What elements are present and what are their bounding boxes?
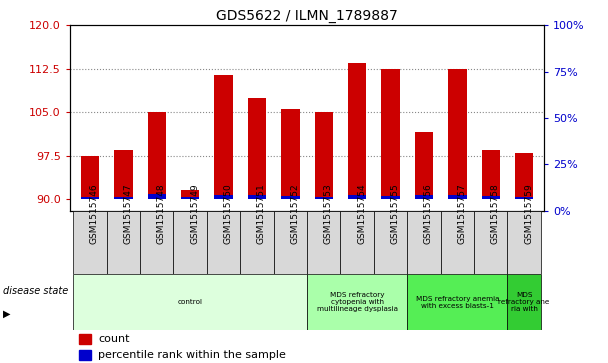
Text: GSM1515753: GSM1515753 [323, 183, 333, 244]
Text: GSM1515756: GSM1515756 [424, 183, 433, 244]
Text: count: count [98, 334, 130, 344]
Bar [448, 69, 466, 199]
Bar [515, 153, 533, 199]
Bar [307, 211, 340, 274]
Bar [148, 194, 166, 199]
Bar [80, 334, 91, 344]
Text: GSM1515746: GSM1515746 [90, 183, 99, 244]
Bar [281, 196, 300, 199]
Bar [215, 74, 233, 199]
Bar [314, 197, 333, 199]
Bar [281, 109, 300, 199]
Text: disease state: disease state [3, 286, 68, 296]
Text: GSM1515749: GSM1515749 [190, 183, 199, 244]
Bar [374, 211, 407, 274]
Bar [81, 156, 99, 199]
Bar [114, 197, 133, 199]
Bar [80, 350, 91, 360]
Bar [482, 196, 500, 199]
Bar [140, 211, 173, 274]
Text: MDS refractory
cytopenia with
multilineage dysplasia: MDS refractory cytopenia with multilinea… [317, 292, 398, 312]
Bar [173, 211, 207, 274]
Bar [508, 211, 541, 274]
Bar [482, 150, 500, 199]
Bar [181, 197, 199, 199]
Bar [207, 211, 240, 274]
Text: GSM1515754: GSM1515754 [357, 183, 366, 244]
Bar [381, 69, 399, 199]
Bar [508, 274, 541, 330]
Bar [441, 211, 474, 274]
Text: GSM1515757: GSM1515757 [457, 183, 466, 244]
Bar [181, 190, 199, 199]
Bar [515, 197, 533, 199]
Bar [215, 195, 233, 199]
Bar [73, 274, 307, 330]
Text: GSM1515750: GSM1515750 [224, 183, 232, 244]
Bar [114, 150, 133, 199]
Text: GSM1515751: GSM1515751 [257, 183, 266, 244]
Text: GSM1515759: GSM1515759 [524, 183, 533, 244]
Bar [407, 274, 508, 330]
Bar [148, 112, 166, 199]
Bar [348, 63, 367, 199]
Text: GSM1515758: GSM1515758 [491, 183, 500, 244]
Bar [73, 211, 106, 274]
Bar [415, 132, 433, 199]
Text: GSM1515752: GSM1515752 [291, 183, 299, 244]
Bar [106, 211, 140, 274]
Bar [81, 197, 99, 199]
Text: GSM1515747: GSM1515747 [123, 183, 133, 244]
Text: GSM1515748: GSM1515748 [157, 183, 166, 244]
Bar [307, 274, 407, 330]
Bar [448, 195, 466, 199]
Bar [314, 112, 333, 199]
Text: percentile rank within the sample: percentile rank within the sample [98, 350, 286, 360]
Bar [415, 195, 433, 199]
Bar [381, 196, 399, 199]
Bar [240, 211, 274, 274]
Bar [248, 195, 266, 199]
Text: MDS
refractory ane
ria with: MDS refractory ane ria with [499, 292, 550, 312]
Bar [348, 195, 367, 199]
Text: MDS refractory anemia
with excess blasts-1: MDS refractory anemia with excess blasts… [416, 296, 499, 309]
Text: GSM1515755: GSM1515755 [390, 183, 399, 244]
Bar [407, 211, 441, 274]
Text: ▶: ▶ [3, 309, 10, 318]
Bar [474, 211, 508, 274]
Bar [340, 211, 374, 274]
Bar [274, 211, 307, 274]
Title: GDS5622 / ILMN_1789887: GDS5622 / ILMN_1789887 [216, 9, 398, 23]
Text: control: control [178, 299, 202, 305]
Bar [248, 98, 266, 199]
